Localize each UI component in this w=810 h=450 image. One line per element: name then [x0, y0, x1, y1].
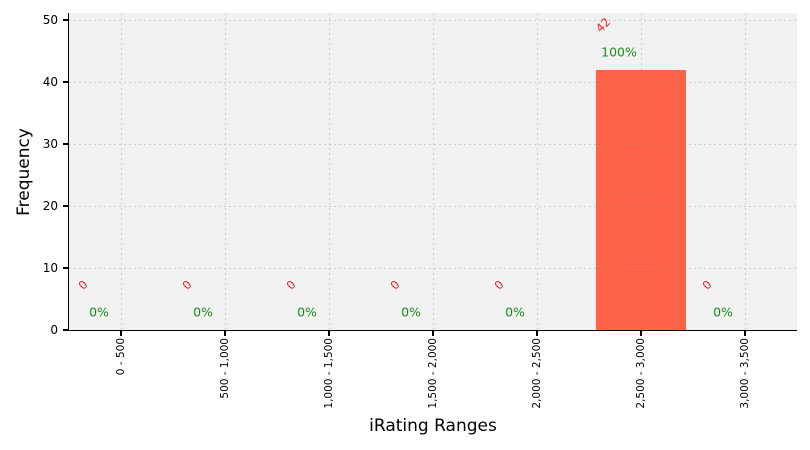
grid-line-horizontal: [69, 205, 797, 207]
y-tick-label: 40: [42, 75, 58, 89]
grid-line-vertical: [328, 13, 330, 330]
bar: [596, 69, 686, 330]
x-tick-label: 1,500 - 2,000: [427, 338, 439, 409]
x-tick-mark: [120, 330, 122, 336]
grid-line-vertical: [536, 13, 538, 330]
y-axis-line: [67, 13, 69, 331]
bar-percent-label: 0%: [401, 304, 421, 320]
y-tick-mark: [62, 19, 69, 21]
plot-area: [69, 13, 797, 330]
grid-line-horizontal: [69, 19, 797, 21]
grid-line-horizontal: [69, 267, 797, 269]
x-tick-label: 3,000 - 3,500: [739, 338, 751, 409]
x-tick-label: 1,000 - 1,500: [323, 338, 335, 409]
bar-percent-label: 0%: [505, 304, 525, 320]
x-tick-mark: [328, 330, 330, 336]
y-axis-title: Frequency: [14, 128, 34, 216]
grid-line-horizontal: [69, 81, 797, 83]
grid-line-vertical: [432, 13, 434, 330]
y-tick-label: 30: [42, 137, 58, 151]
y-tick-label: 20: [42, 199, 58, 213]
grid-line-vertical: [224, 13, 226, 330]
y-tick-mark: [62, 205, 69, 207]
y-tick-mark: [62, 81, 69, 83]
x-axis-title: iRating Ranges: [369, 416, 497, 436]
y-tick-label: 0: [50, 323, 58, 337]
x-tick-label: 0 - 500: [115, 338, 127, 376]
x-axis-line: [67, 329, 797, 331]
bar-percent-label: 100%: [601, 44, 637, 60]
x-tick-mark: [432, 330, 434, 336]
x-tick-label: 2,500 - 3,000: [635, 338, 647, 409]
grid-line-horizontal: [69, 143, 797, 145]
grid-line-vertical: [744, 13, 746, 330]
x-tick-mark: [224, 330, 226, 336]
bar-percent-label: 0%: [713, 304, 733, 320]
x-tick-mark: [744, 330, 746, 336]
bar-percent-label: 0%: [193, 304, 213, 320]
bar-percent-label: 0%: [89, 304, 109, 320]
grid-line-vertical: [120, 13, 122, 330]
x-tick-mark: [536, 330, 538, 336]
y-tick-mark: [62, 143, 69, 145]
bar-percent-label: 0%: [297, 304, 317, 320]
y-tick-label: 10: [42, 261, 58, 275]
x-tick-label: 2,000 - 2,500: [531, 338, 543, 409]
x-tick-mark: [640, 330, 642, 336]
y-tick-label: 50: [42, 13, 58, 27]
x-tick-label: 500 - 1,000: [219, 338, 231, 399]
y-tick-mark: [62, 267, 69, 269]
grid-line-vertical: [640, 13, 642, 330]
y-tick-mark: [62, 329, 69, 331]
